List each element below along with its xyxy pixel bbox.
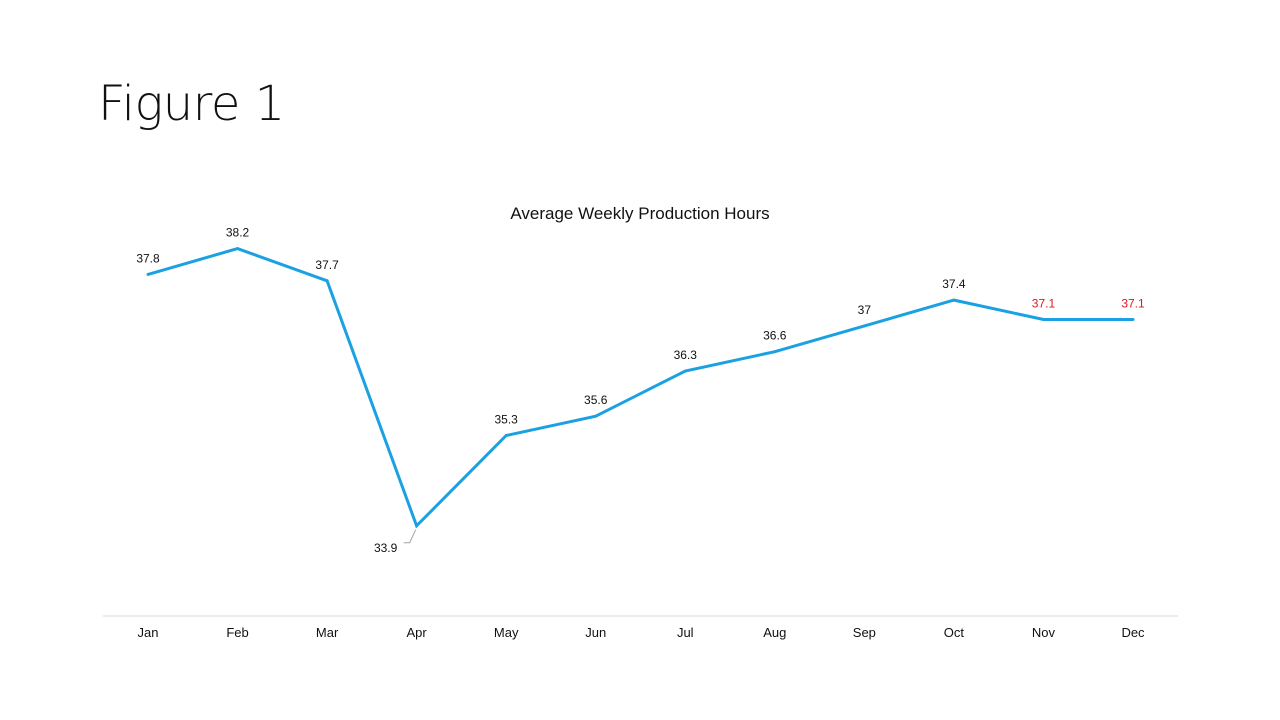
x-tick-label-aug: Aug xyxy=(763,625,786,640)
data-label-may: 35.3 xyxy=(495,413,519,427)
x-tick-label-jun: Jun xyxy=(585,625,606,640)
data-label-nov: 37.1 xyxy=(1032,296,1056,310)
x-tick-label-dec: Dec xyxy=(1121,625,1145,640)
data-point-mar xyxy=(325,279,329,283)
data-point-sep xyxy=(862,324,866,328)
data-label-dec: 37.1 xyxy=(1121,296,1145,310)
data-point-jul xyxy=(683,369,687,373)
data-point-apr xyxy=(415,524,419,528)
series-line-group xyxy=(147,247,1133,529)
chart-title: Average Weekly Production Hours xyxy=(510,204,769,223)
slide-title: Figure 1 xyxy=(98,76,285,132)
x-tick-label-jul: Jul xyxy=(677,625,694,640)
x-tick-label-nov: Nov xyxy=(1032,625,1056,640)
data-label-leader-line xyxy=(403,529,417,544)
data-point-feb xyxy=(236,247,240,251)
data-label-mar: 37.7 xyxy=(315,258,339,272)
data-point-nov xyxy=(1041,317,1045,321)
series-line xyxy=(147,247,1133,529)
data-labels: 37.8 38.2 37.7 33.9 35.3 35.6 36.3 36.6 37 37.4 37… xyxy=(136,226,1145,555)
data-label-sep: 37 xyxy=(858,303,872,317)
x-tick-label-jan: Jan xyxy=(138,625,159,640)
data-label-feb: 38.2 xyxy=(226,226,250,240)
data-point-dec xyxy=(1131,317,1135,321)
data-points xyxy=(146,247,1135,528)
x-tick-label-apr: Apr xyxy=(407,625,428,640)
data-label-jan: 37.8 xyxy=(136,251,160,265)
x-tick-label-oct: Oct xyxy=(944,625,965,640)
x-tick-labels: Jan Feb Mar Apr May Jun Jul Aug Sep Oct Nov Dec xyxy=(138,625,1146,640)
x-tick-label-sep: Sep xyxy=(853,625,876,640)
data-label-jun: 35.6 xyxy=(584,393,608,407)
data-label-jul: 36.3 xyxy=(674,348,698,362)
data-point-oct xyxy=(952,298,956,302)
x-tick-label-may: May xyxy=(494,625,519,640)
data-label-apr: 33.9 xyxy=(374,541,398,555)
data-label-aug: 36.6 xyxy=(763,329,787,343)
data-point-jan xyxy=(146,272,150,276)
x-tick-label-mar: Mar xyxy=(316,625,339,640)
data-point-may xyxy=(504,434,508,438)
x-tick-label-feb: Feb xyxy=(226,625,248,640)
data-point-aug xyxy=(773,350,777,354)
data-point-jun xyxy=(594,414,598,418)
data-label-oct: 37.4 xyxy=(942,277,966,291)
